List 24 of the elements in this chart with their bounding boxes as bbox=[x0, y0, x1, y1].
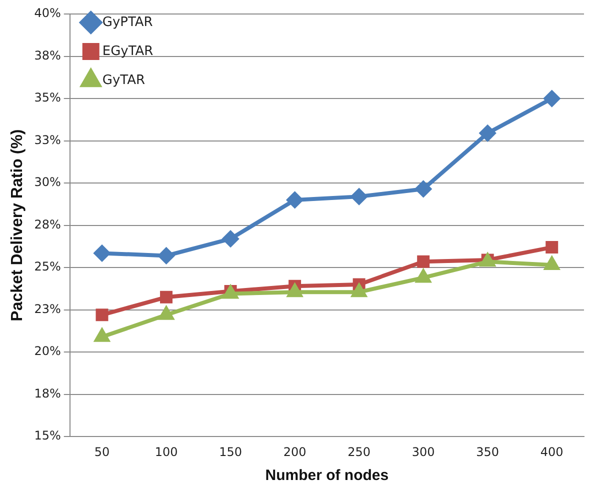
y-tick-label: 25% bbox=[34, 260, 61, 274]
x-tick-label: 400 bbox=[540, 444, 564, 459]
x-tick-label: 50 bbox=[94, 444, 110, 459]
y-tick-label: 30% bbox=[34, 175, 61, 190]
legend-label: EGyTAR bbox=[102, 44, 154, 59]
y-axis-title: Packet Delivery Ratio (%) bbox=[9, 129, 26, 322]
legend-label: GyPTAR bbox=[102, 14, 153, 30]
y-tick-label: 35% bbox=[34, 90, 61, 105]
x-axis-title: Number of nodes bbox=[265, 467, 389, 484]
y-tick-label: 15% bbox=[34, 428, 61, 443]
x-tick-label: 150 bbox=[219, 444, 242, 459]
x-tick-label: 100 bbox=[154, 444, 178, 459]
y-tick-label: 40% bbox=[34, 6, 61, 20]
x-tick-label: 200 bbox=[283, 444, 306, 459]
y-tick-label: 28% bbox=[34, 217, 61, 232]
y-tick-label: 20% bbox=[34, 344, 61, 358]
x-tick-label: 350 bbox=[476, 444, 500, 459]
y-tick-label: 33% bbox=[34, 132, 61, 147]
x-tick-label: 250 bbox=[348, 444, 371, 459]
y-tick-label: 38% bbox=[34, 48, 61, 62]
y-tick-label: 18% bbox=[34, 386, 61, 400]
legend-label: GyTAR bbox=[102, 72, 145, 88]
y-tick-label: 23% bbox=[34, 302, 61, 316]
x-tick-label: 300 bbox=[412, 444, 435, 459]
